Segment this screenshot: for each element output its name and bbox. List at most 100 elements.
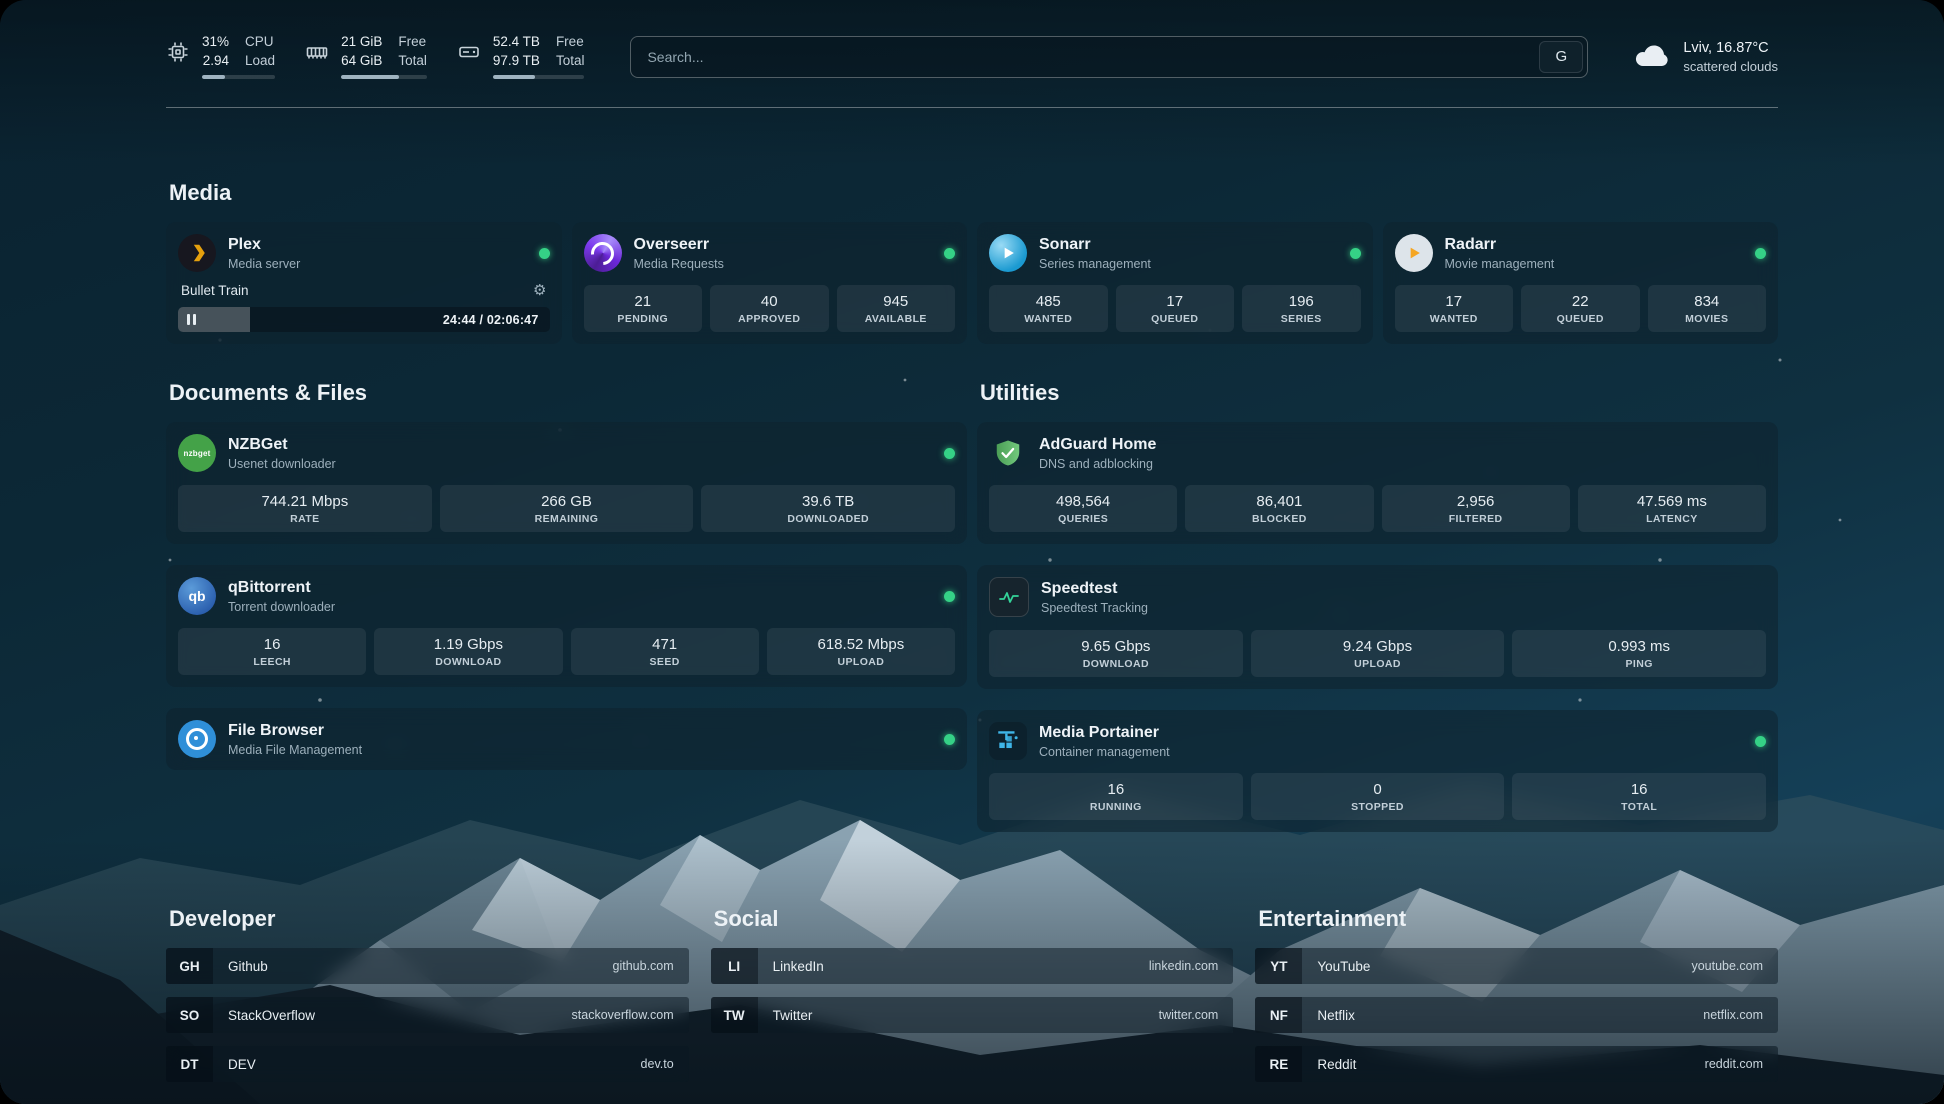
disk-free: 52.4 TB [492,34,540,49]
bookmark-youtube[interactable]: YT YouTube youtube.com [1255,948,1779,985]
card-plex[interactable]: Plex Media server Bullet Train ⚙ 24:44 /… [166,222,562,345]
utilities-heading: Utilities [980,380,1060,406]
stat-rate: 744.21 Mbps RATE [178,485,432,533]
disk-total-label: Total [555,52,585,68]
stat-wanted: 17 WANTED [1394,285,1513,333]
documents-heading: Documents & Files [169,380,368,406]
filebrowser-title: File Browser [228,722,325,740]
plex-progress-fill [178,307,251,333]
bookmark-twitter[interactable]: TW Twitter twitter.com [710,997,1234,1034]
memory-total: 64 GiB [341,52,383,68]
cpu-percent-label: CPU [245,34,274,49]
stat-series: 196 SERIES [1242,285,1361,333]
nzbget-title: NZBGet [228,436,288,454]
stat-running: 16 RUNNING [989,773,1243,821]
bookmark-netflix[interactable]: NF Netflix netflix.com [1255,997,1779,1034]
stat-download: 1.19 Gbps DOWNLOAD [374,628,563,676]
stat-queued: 22 QUEUED [1521,285,1640,333]
bookmark-reddit[interactable]: RE Reddit reddit.com [1255,1046,1779,1083]
stat-available: 945 AVAILABLE [836,285,955,333]
bookmark-stackoverflow[interactable]: SO StackOverflow stackoverflow.com [166,997,689,1034]
filebrowser-status-dot [944,733,955,745]
adguard-subtitle: DNS and adblocking [1039,456,1153,471]
overseerr-title: Overseerr [633,236,710,254]
stat-movies: 834 MOVIES [1647,285,1766,333]
stat-total: 16 TOTAL [1512,773,1767,821]
stat-pending: 21 PENDING [583,285,702,333]
qbittorrent-status-dot [944,590,955,602]
gear-icon[interactable]: ⚙ [533,282,547,300]
bookmarks-developer: Developer GH Github github.com SO StackO… [166,906,689,1095]
overseerr-icon [583,234,622,273]
card-portainer[interactable]: Media Portainer Container management 16 … [977,710,1778,833]
bookmark-dev[interactable]: DT DEV dev.to [166,1046,689,1083]
card-radarr[interactable]: Radarr Movie management 17 WANTED 22 QUE… [1382,222,1778,345]
stat-upload: 618.52 Mbps UPLOAD [766,628,955,676]
radarr-status-dot [1755,247,1766,259]
top-bar: 31% 2.94 CPU Load [166,34,1778,80]
card-filebrowser[interactable]: File Browser Media File Management [166,708,967,771]
plex-icon [178,234,216,273]
memory-total-label: Total [398,52,427,68]
bookmark-linkedin[interactable]: LI LinkedIn linkedin.com [710,948,1234,985]
plex-progress-bar: 24:44 / 02:06:47 [178,307,550,333]
overseerr-status-dot [944,247,955,259]
plex-subtitle: Media server [228,256,301,271]
sonarr-subtitle: Series management [1039,256,1151,271]
social-heading: Social [713,906,779,932]
bookmark-github[interactable]: GH Github github.com [166,948,689,985]
stat-download: 9.65 Gbps DOWNLOAD [989,630,1243,678]
card-sonarr[interactable]: Sonarr Series management 485 WANTED 17 Q… [977,222,1373,345]
filebrowser-icon [178,720,216,759]
card-adguard[interactable]: AdGuard Home DNS and adblocking 498,564 … [977,422,1778,545]
media-heading: Media [169,180,232,206]
adguard-title: AdGuard Home [1039,436,1157,454]
sonarr-status-dot [1349,247,1361,259]
portainer-icon [989,722,1027,761]
stat-latency: 47.569 ms LATENCY [1577,485,1766,533]
stat-filtered: 2,956 FILTERED [1381,485,1570,533]
memory-bar [341,75,427,80]
qbittorrent-title: qBittorrent [228,579,311,597]
nzbget-icon: nzbget [178,434,216,473]
developer-heading: Developer [169,906,276,932]
card-nzbget[interactable]: nzbget NZBGet Usenet downloader 744.21 M… [166,422,967,545]
portainer-title: Media Portainer [1039,724,1160,742]
stat-seed: 471 SEED [570,628,759,676]
cpu-percent: 31% [202,34,230,49]
stat-ping: 0.993 ms PING [1512,630,1767,678]
section-media: Media Plex Media server [166,180,1778,345]
stat-queries: 498,564 QUERIES [989,485,1178,533]
search-bar: G [630,35,1589,78]
search-provider-button[interactable]: G [1539,40,1584,73]
adguard-icon [989,434,1027,472]
nzbget-status-dot [944,447,955,459]
filebrowser-subtitle: Media File Management [228,742,363,757]
cpu-load: 2.94 [202,52,230,68]
topbar-divider [166,107,1778,109]
plex-time: 24:44 / 02:06:47 [442,312,539,327]
cloud-icon [1634,41,1670,72]
disk-total: 97.9 TB [492,52,540,68]
disk-widget: 52.4 TB 97.9 TB Free Total [457,34,585,80]
speedtest-title: Speedtest [1041,580,1118,598]
stat-stopped: 0 STOPPED [1250,773,1505,821]
stat-downloaded: 39.6 TB DOWNLOADED [701,485,956,533]
portainer-status-dot [1755,735,1766,747]
search-input[interactable] [630,35,1589,78]
stat-remaining: 266 GB REMAINING [439,485,694,533]
card-qbittorrent[interactable]: qb qBittorrent Torrent downloader 16 LEE… [166,565,967,688]
card-overseerr[interactable]: Overseerr Media Requests 21 PENDING 40 A… [571,222,967,345]
stat-queued: 17 QUEUED [1115,285,1234,333]
speedtest-icon [989,577,1029,618]
stat-approved: 40 APPROVED [710,285,829,333]
disk-free-label: Free [555,34,584,49]
portainer-subtitle: Container management [1039,744,1170,759]
disk-bar [492,75,585,80]
memory-free-label: Free [398,34,427,49]
memory-widget: 21 GiB 64 GiB Free Total [305,34,427,80]
overseerr-subtitle: Media Requests [633,256,724,271]
card-speedtest[interactable]: Speedtest Speedtest Tracking 9.65 Gbps D… [977,565,1778,690]
plex-now-playing: Bullet Train [181,283,249,299]
